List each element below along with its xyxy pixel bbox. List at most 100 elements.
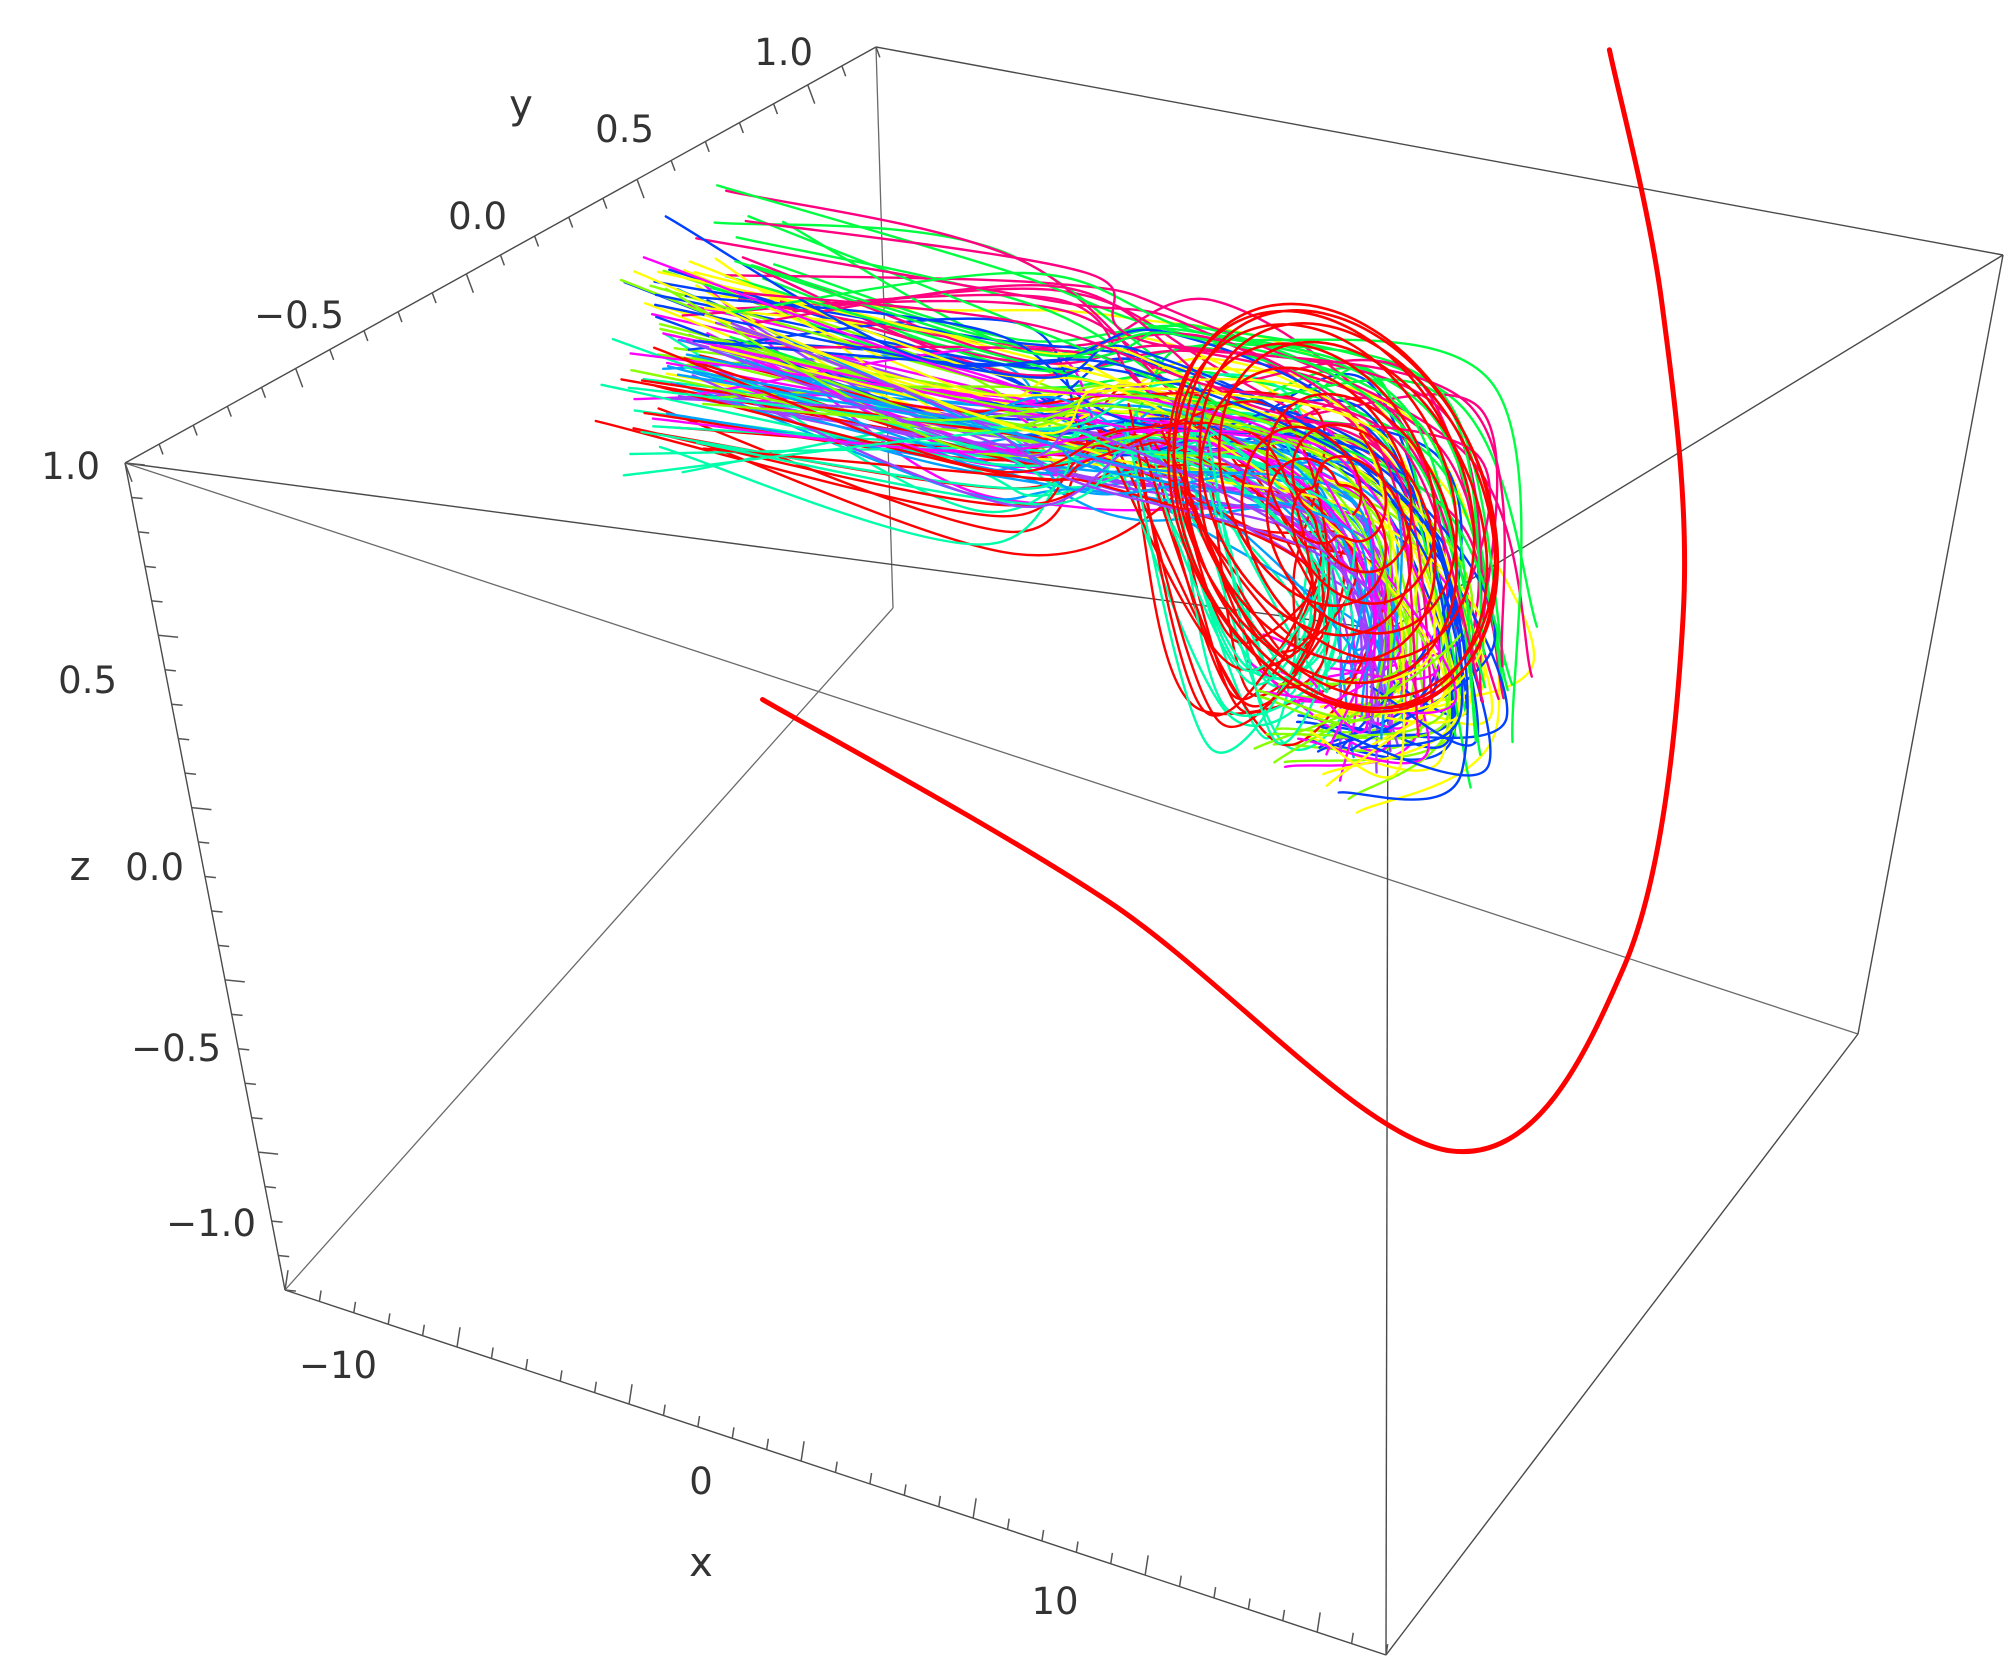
tick-mark <box>124 462 133 483</box>
z-tick-label: 1.0 <box>41 445 100 488</box>
box-edge <box>284 607 894 1291</box>
tick-mark <box>144 565 156 569</box>
trajectory-line <box>734 260 1478 743</box>
trajectory-line <box>747 215 1514 686</box>
trajectory-line <box>744 219 1506 668</box>
trajectory-line <box>1167 302 1500 714</box>
tick-mark <box>251 1116 263 1120</box>
tick-mark <box>258 1151 279 1155</box>
tick-mark <box>903 1484 907 1496</box>
trajectory-line <box>664 215 1469 801</box>
tick-mark <box>628 1384 633 1405</box>
tick-mark <box>807 84 816 104</box>
tick-mark <box>670 160 676 172</box>
tick-mark <box>184 772 196 775</box>
x-tick-label: −10 <box>299 1344 377 1387</box>
trajectory-line <box>691 374 1369 732</box>
axis-labels: y z x <box>70 82 713 1586</box>
tick-mark <box>158 443 164 455</box>
trajectory-line <box>655 315 1509 740</box>
tick-mark <box>226 406 232 417</box>
tick-mark <box>231 1013 243 1017</box>
trajectory-line <box>676 373 1368 688</box>
tick-mark <box>238 1048 250 1051</box>
tick-mark <box>1144 1555 1149 1576</box>
tick-mark <box>192 424 198 436</box>
tick-mark <box>211 910 223 913</box>
tick-mark <box>387 1313 391 1325</box>
tick-mark <box>353 1301 357 1313</box>
tick-mark <box>131 496 143 500</box>
tick-mark <box>284 1289 296 1292</box>
tick-mark <box>568 216 574 228</box>
box-edge <box>875 46 2004 256</box>
trajectory-line <box>685 339 1388 734</box>
tick-mark <box>662 1404 666 1416</box>
tick-mark <box>1316 1612 1321 1633</box>
tick-mark <box>593 1381 598 1393</box>
tick-mark <box>278 1254 290 1258</box>
tick-mark <box>1006 1518 1010 1530</box>
z-axis-label: z <box>70 844 91 890</box>
tick-mark <box>264 1185 276 1189</box>
tick-mark <box>151 600 163 603</box>
trajectory-line <box>704 314 1436 685</box>
tick-mark <box>800 1441 805 1462</box>
trajectory-line <box>726 271 1482 756</box>
box-edge <box>1857 254 2004 1035</box>
tick-mark <box>1213 1586 1217 1599</box>
tick-mark <box>869 1472 873 1485</box>
tick-mark <box>124 462 145 466</box>
bounding-box <box>124 46 2004 1656</box>
tick-mark <box>1247 1598 1251 1610</box>
tick-mark <box>204 875 216 879</box>
y-tick-label: −0.5 <box>254 294 344 337</box>
tick-mark <box>731 1427 735 1439</box>
trajectory-line <box>633 270 1406 779</box>
tick-mark <box>490 1347 494 1359</box>
tick-mark <box>456 1327 461 1348</box>
trajectory-line <box>653 346 1317 653</box>
tick-mark <box>697 1415 701 1427</box>
tick-mark <box>294 368 304 388</box>
trajectory-line <box>630 369 1474 764</box>
tick-mark <box>224 979 245 983</box>
tick-marks <box>124 46 1389 1656</box>
tick-mark <box>318 1290 322 1302</box>
tick-mark <box>431 292 437 304</box>
trajectory-line <box>640 423 1355 717</box>
tick-mark <box>559 1370 563 1382</box>
z-tick-label: −1.0 <box>166 1202 256 1245</box>
tick-mark <box>841 65 847 77</box>
tick-mark <box>499 254 506 266</box>
x-axis-label: x <box>689 1540 713 1586</box>
tick-mark <box>260 387 267 398</box>
z-tick-label: 0.5 <box>58 659 117 702</box>
tick-mark <box>1350 1632 1354 1644</box>
z-tick-label: −0.5 <box>131 1027 221 1070</box>
tick-mark <box>602 198 608 209</box>
tick-mark <box>1385 1643 1389 1656</box>
z-tick-label: 0.0 <box>125 846 184 889</box>
tick-mark <box>972 1498 977 1519</box>
trajectory-line <box>658 373 1329 694</box>
tick-mark <box>1041 1529 1045 1542</box>
tick-mark <box>834 1461 838 1473</box>
tick-mark <box>329 349 335 361</box>
tick-mark <box>1178 1575 1182 1587</box>
box-edge <box>124 462 1389 631</box>
tick-mark <box>1075 1541 1079 1553</box>
x-tick-label: 0 <box>689 1460 713 1503</box>
tick-mark <box>138 531 150 534</box>
trajectory-line <box>651 417 1377 734</box>
tick-mark <box>937 1495 942 1507</box>
trajectory-line <box>594 419 1389 747</box>
tick-mark <box>738 122 745 134</box>
trajectory-line <box>695 237 1420 738</box>
box-edge <box>124 462 1859 1035</box>
tick-mark <box>465 273 475 293</box>
trajectory-curves <box>594 47 1688 1155</box>
tick-mark <box>421 1324 426 1336</box>
trajectory-line <box>659 327 1452 737</box>
